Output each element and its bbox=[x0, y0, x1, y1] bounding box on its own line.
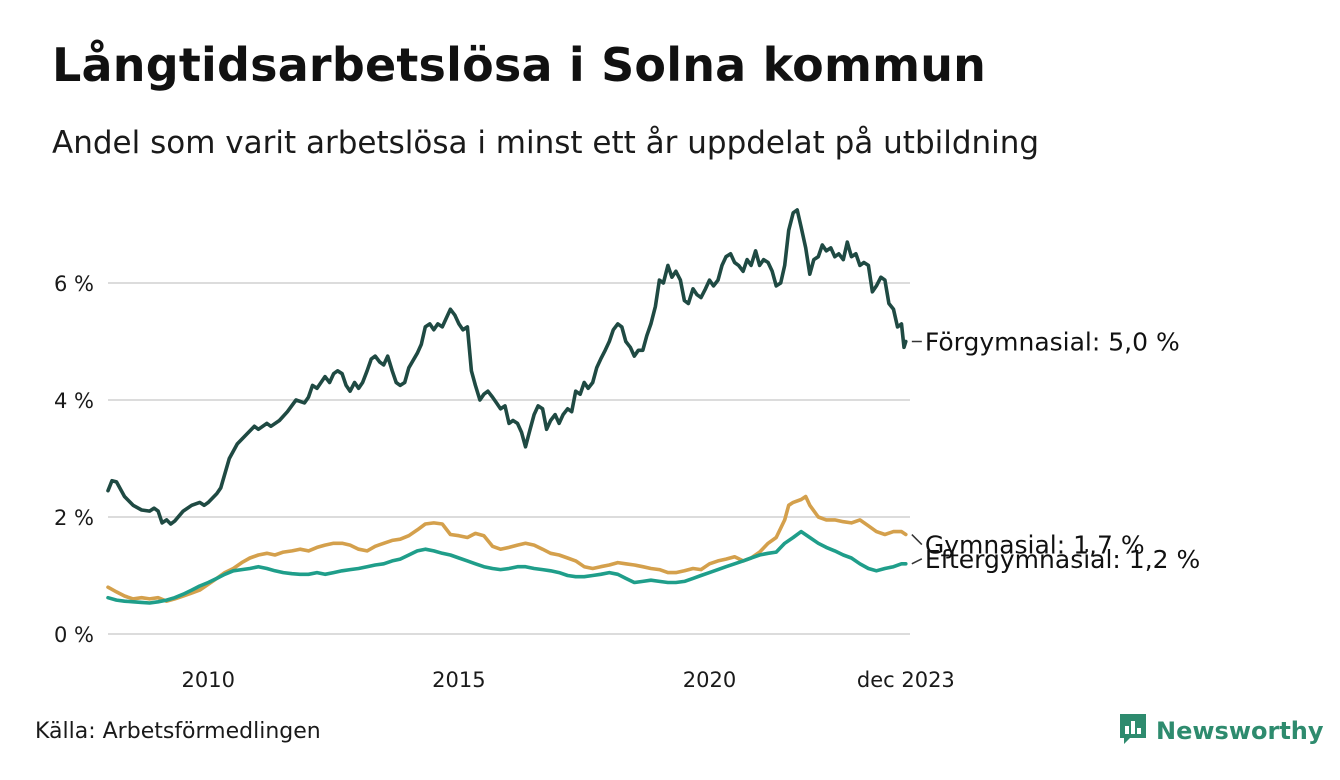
chart-subtitle: Andel som varit arbetslösa i minst ett å… bbox=[52, 125, 1040, 161]
series-line-gymnasial bbox=[106, 494, 908, 603]
end-label-connector bbox=[911, 558, 923, 565]
series-line-eftergymnasial bbox=[106, 529, 908, 605]
end-label-förgymnasial: Förgymnasial: 5,0 % bbox=[925, 328, 1180, 357]
brand-name: Newsworthy bbox=[1156, 717, 1324, 745]
end-label-gymnasial: Gymnasial: 1,7 % bbox=[925, 531, 1145, 560]
source-note: Källa: Arbetsförmedlingen bbox=[35, 719, 321, 744]
chart-speech-bubble-icon bbox=[1118, 712, 1148, 750]
y-tick-label: 6 % bbox=[54, 272, 94, 296]
y-tick-label: 4 % bbox=[54, 389, 94, 413]
series-lines bbox=[106, 208, 908, 605]
x-tick-label: dec 2023 bbox=[857, 668, 955, 692]
x-tick-label: 2010 bbox=[182, 668, 235, 692]
series-line-förgymnasial bbox=[106, 208, 908, 526]
x-tick-label: 2020 bbox=[683, 668, 736, 692]
chart-title: Långtidsarbetslösa i Solna kommun bbox=[52, 38, 987, 92]
x-axis-tick-labels: 2010 2015 2020 dec 2023 bbox=[182, 668, 955, 692]
y-tick-label: 2 % bbox=[54, 506, 94, 530]
end-label-eftergymnasial: Eftergymnasial: 1,2 % bbox=[925, 545, 1200, 574]
x-tick-label: 2015 bbox=[432, 668, 485, 692]
series-end-labels: Förgymnasial: 5,0 % Gymnasial: 1,7 %Efter… bbox=[911, 328, 1200, 574]
brand-logo: Newsworthy bbox=[1118, 712, 1324, 750]
y-axis-tick-labels: 0 % 2 % 4 % 6 % bbox=[54, 272, 94, 647]
end-label-connector bbox=[911, 534, 923, 546]
y-tick-label: 0 % bbox=[54, 623, 94, 647]
